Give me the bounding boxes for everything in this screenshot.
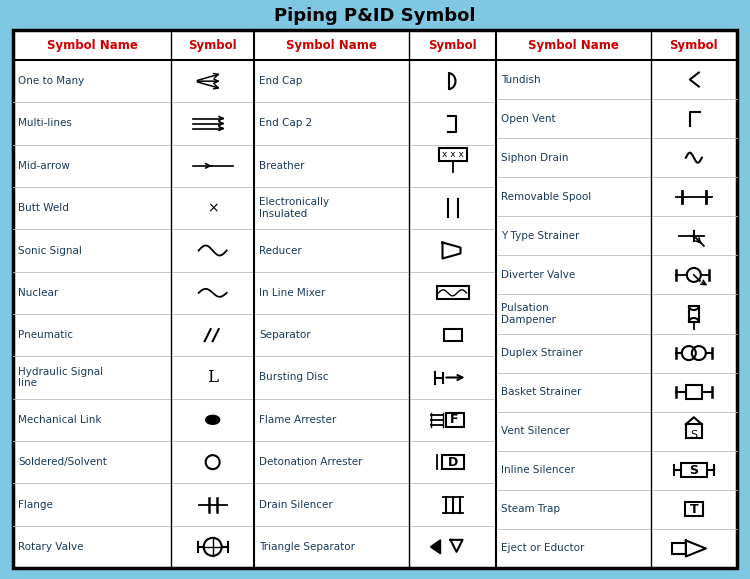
Bar	[672, 543, 686, 554]
Text: Duplex Strainer: Duplex Strainer	[501, 348, 583, 358]
Text: Symbol Name: Symbol Name	[528, 38, 619, 52]
Text: Butt Weld: Butt Weld	[18, 203, 69, 213]
Text: Multi-lines: Multi-lines	[18, 119, 72, 129]
Text: Open Vent: Open Vent	[501, 113, 555, 123]
Text: End Cap: End Cap	[260, 76, 303, 86]
Text: Symbol: Symbol	[670, 38, 718, 52]
Text: Piping P&ID Symbol: Piping P&ID Symbol	[274, 7, 476, 25]
Bar	[685, 503, 703, 516]
Polygon shape	[430, 540, 440, 554]
Text: One to Many: One to Many	[18, 76, 84, 86]
Text: Symbol: Symbol	[428, 38, 477, 52]
Text: Soldered/Solvent: Soldered/Solvent	[18, 457, 106, 467]
Text: Triangle Separator: Triangle Separator	[260, 542, 356, 552]
Bar	[443, 329, 461, 341]
Bar	[686, 424, 702, 438]
Text: Separator: Separator	[260, 330, 311, 340]
Text: Flame Arrester: Flame Arrester	[260, 415, 337, 425]
Text: Detonation Arrester: Detonation Arrester	[260, 457, 363, 467]
Bar	[436, 287, 469, 299]
Text: S: S	[690, 430, 698, 440]
Bar	[439, 148, 466, 161]
Text: L: L	[207, 369, 218, 386]
Text: Diverter Valve: Diverter Valve	[501, 270, 575, 280]
Bar	[446, 413, 464, 427]
Text: Sonic Signal: Sonic Signal	[18, 245, 82, 255]
Text: Breather: Breather	[260, 161, 305, 171]
Text: S: S	[689, 464, 698, 477]
Ellipse shape	[206, 415, 220, 424]
Text: Eject or Eductor: Eject or Eductor	[501, 544, 584, 554]
Text: Removable Spool: Removable Spool	[501, 192, 591, 201]
Text: Symbol: Symbol	[188, 38, 237, 52]
Text: In Line Mixer: In Line Mixer	[260, 288, 326, 298]
Text: Flange: Flange	[18, 500, 53, 510]
Text: End Cap 2: End Cap 2	[260, 119, 313, 129]
Text: Mid-arrow: Mid-arrow	[18, 161, 70, 171]
Bar	[681, 463, 706, 477]
Text: Vent Silencer: Vent Silencer	[501, 426, 569, 436]
Text: Symbol Name: Symbol Name	[46, 38, 137, 52]
Text: Mechanical Link: Mechanical Link	[18, 415, 101, 425]
Text: ×: ×	[207, 201, 218, 215]
Text: D: D	[447, 456, 458, 468]
Bar	[686, 385, 702, 399]
Bar	[442, 455, 464, 469]
Text: x x x: x x x	[442, 150, 464, 159]
Text: F: F	[450, 413, 459, 426]
Text: Drain Silencer: Drain Silencer	[260, 500, 333, 510]
Text: Y Type Strainer: Y Type Strainer	[501, 231, 579, 241]
Text: Hydraulic Signal
line: Hydraulic Signal line	[18, 367, 103, 389]
Text: Nuclear: Nuclear	[18, 288, 58, 298]
Text: Symbol Name: Symbol Name	[286, 38, 377, 52]
Text: Basket Strainer: Basket Strainer	[501, 387, 581, 397]
Text: Pulsation
Dampener: Pulsation Dampener	[501, 303, 556, 325]
Text: Inline Silencer: Inline Silencer	[501, 466, 574, 475]
Text: Steam Trap: Steam Trap	[501, 504, 560, 514]
Text: Tundish: Tundish	[501, 75, 540, 85]
Text: Siphon Drain: Siphon Drain	[501, 153, 568, 163]
Text: Electronically
Insulated: Electronically Insulated	[260, 197, 329, 219]
Text: Bursting Disc: Bursting Disc	[260, 372, 328, 383]
Text: Rotary Valve: Rotary Valve	[18, 542, 83, 552]
Text: Reducer: Reducer	[260, 245, 302, 255]
Bar	[688, 306, 699, 322]
Text: T: T	[689, 503, 698, 516]
Text: Pneumatic: Pneumatic	[18, 330, 74, 340]
